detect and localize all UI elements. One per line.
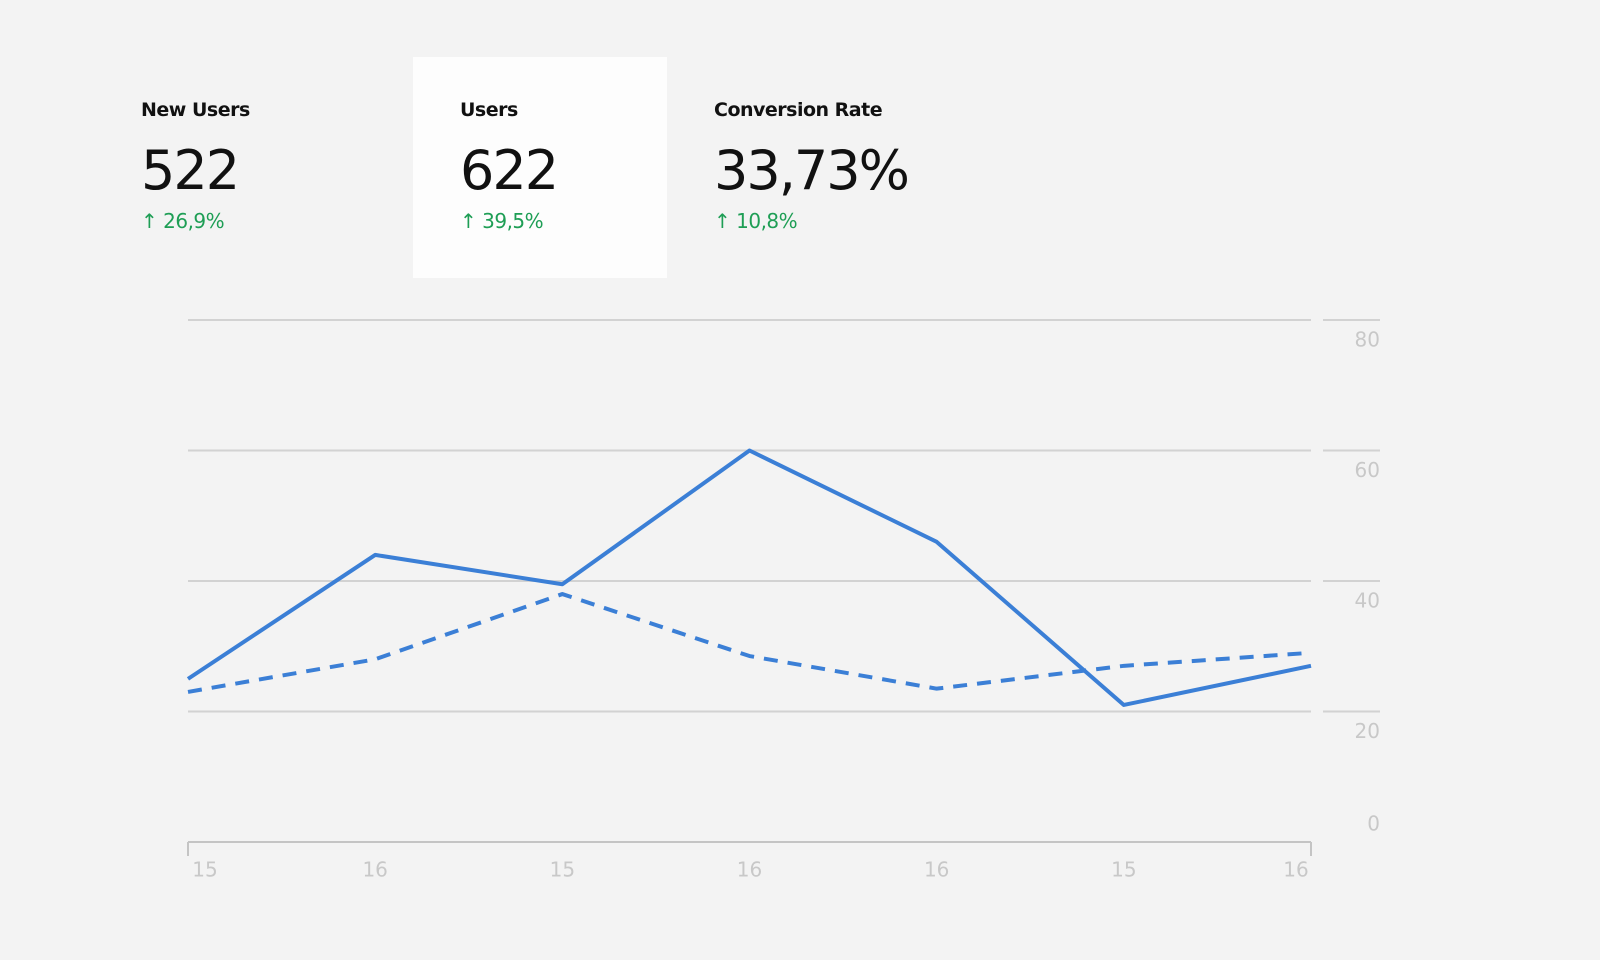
y-tick-label: 40 — [1355, 589, 1380, 613]
x-tick-label: 16 — [362, 858, 387, 882]
y-tick-label: 60 — [1355, 458, 1380, 482]
x-tick-label: 15 — [192, 858, 217, 882]
kpi-card[interactable]: Conversion Rate 33,73% ↑ 10,8% — [667, 57, 921, 278]
kpi-value: 522 — [141, 139, 240, 202]
x-tick-label: 16 — [924, 858, 949, 882]
x-tick-label: 15 — [1111, 858, 1136, 882]
kpi-change: ↑ 26,9% — [141, 209, 225, 233]
x-tick-label: 15 — [550, 858, 575, 882]
x-tick-label: 16 — [1283, 858, 1308, 882]
line-series — [186, 448, 1312, 707]
kpi-card[interactable]: New Users 522 ↑ 26,9% — [141, 57, 395, 278]
kpi-card[interactable]: Users 622 ↑ 39,5% — [413, 57, 667, 278]
kpi-label: Users — [460, 99, 518, 121]
kpi-value: 33,73% — [714, 139, 910, 202]
kpi-value: 622 — [460, 139, 559, 202]
kpi-change: ↑ 39,5% — [460, 209, 544, 233]
kpi-label: Conversion Rate — [714, 99, 883, 121]
kpi-change: ↑ 10,8% — [714, 209, 798, 233]
y-tick-label: 20 — [1355, 719, 1380, 743]
y-tick-label: 80 — [1355, 328, 1380, 352]
x-tick-label: 16 — [737, 858, 762, 882]
y-tick-label: 0 — [1367, 812, 1380, 836]
kpi-label: New Users — [141, 99, 250, 121]
line-series — [187, 592, 1312, 694]
